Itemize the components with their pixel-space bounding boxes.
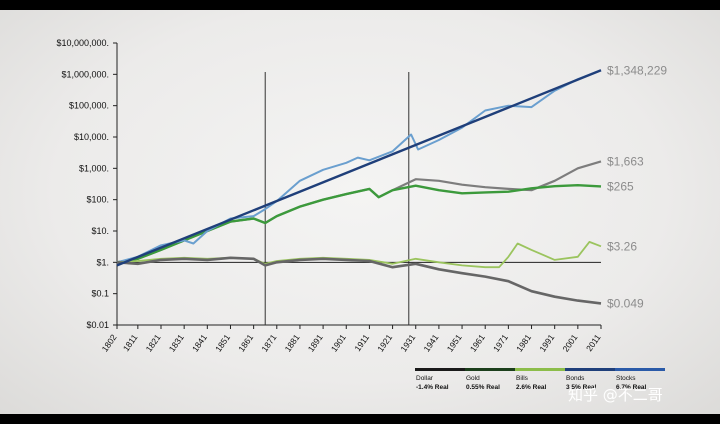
legend-swatch-gold [465, 368, 515, 371]
x-tick-label: 1841 [190, 332, 209, 353]
y-tick-label: $100. [86, 195, 109, 205]
x-tick-label: 1901 [329, 332, 348, 353]
x-tick-label: 1831 [167, 332, 186, 353]
legend-swatch-dollar [415, 368, 465, 371]
end-label-bonds: $1,663 [607, 154, 644, 168]
legend-return-gold: 0.55% Real [466, 384, 500, 391]
x-tick-label: 1991 [537, 332, 556, 353]
end-label-bills: $265 [607, 179, 634, 193]
x-tick-label: 1851 [213, 332, 232, 353]
x-tick-label: 1802 [100, 332, 119, 353]
legend-return-bonds: 3.5% Real [566, 384, 597, 391]
x-tick-label: 2011 [584, 332, 603, 353]
series-line-dollar [116, 256, 602, 305]
y-tick-label: $10. [91, 226, 109, 236]
x-tick-label: 1891 [306, 332, 325, 353]
legend-return-dollar: -1.4% Real [416, 384, 449, 391]
x-tick-label: 1971 [491, 332, 510, 353]
y-tick-label: $1. [96, 257, 109, 267]
x-tick-label: 1951 [445, 332, 464, 353]
series-line-gold [116, 240, 602, 269]
watermark-text: 知乎 @不二哥 [568, 386, 663, 404]
chart-frame: $10,000,000. $1,000,000. $100,000. $10,000.… [0, 10, 720, 414]
x-tick-label: 1941 [421, 332, 440, 353]
legend-name-gold: Gold [466, 375, 480, 382]
y-tick-label: $0.01 [86, 320, 109, 330]
legend-return-stocks: 6.7% Real [616, 384, 647, 391]
chart-svg: $10,000,000. $1,000,000. $100,000. $10,000.… [56, 38, 667, 404]
x-tick-label: 1861 [236, 332, 255, 353]
legend-name-stocks: Stocks [616, 375, 636, 382]
legend-name-bonds: Bonds [566, 375, 585, 382]
legend-name-dollar: Dollar [416, 375, 434, 382]
end-label-gold: $3.26 [607, 239, 637, 253]
x-tick-label: 1871 [259, 332, 278, 353]
y-tick-label: $10,000. [74, 132, 109, 142]
end-label-stocks: $1,348,229 [607, 63, 667, 77]
x-tick-label: 1921 [375, 332, 394, 353]
y-tick-label: $0.1 [91, 289, 109, 299]
x-tick-label: 2001 [560, 332, 579, 353]
x-tick-label: 1911 [352, 332, 371, 353]
x-tick-label: 1931 [398, 332, 417, 353]
y-tick-label: $1,000,000. [61, 69, 109, 79]
x-tick-label: 1821 [144, 332, 163, 353]
y-tick-label: $10,000,000. [56, 38, 109, 48]
stocks-trend-line [116, 69, 602, 267]
x-tick-label: 1881 [283, 332, 302, 353]
y-tick-label: $1,000. [79, 163, 109, 173]
x-tick-label: 1961 [468, 332, 487, 353]
end-label-dollar: $0.049 [607, 296, 644, 310]
series-line-stocks [116, 69, 602, 264]
x-tick-label: 1811 [121, 332, 140, 353]
legend-swatch-stocks [615, 368, 665, 371]
y-tick-label: $100,000. [69, 101, 109, 111]
x-tick-label: 1981 [514, 332, 533, 353]
legend-swatch-bills [515, 368, 565, 371]
legend-name-bills: Bills [516, 375, 529, 382]
legend-return-bills: 2.6% Real [516, 384, 547, 391]
series-line-bills [116, 183, 602, 264]
series-line-bonds [116, 160, 602, 264]
legend-swatch-bonds [565, 368, 615, 371]
